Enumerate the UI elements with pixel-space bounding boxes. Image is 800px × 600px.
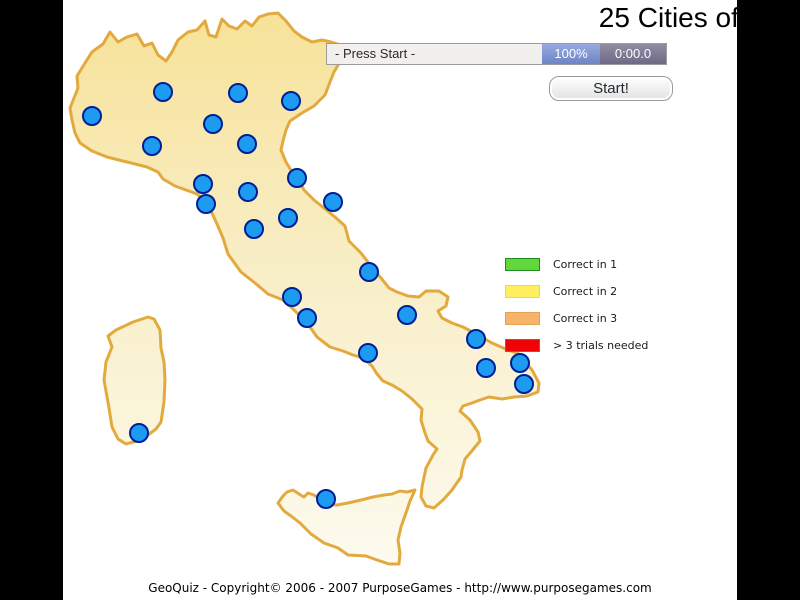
status-message: - Press Start - [335,46,416,61]
city-marker[interactable] [297,308,317,328]
sicily-outline [276,488,417,566]
city-marker[interactable] [510,353,530,373]
legend-item: > 3 trials needed [505,339,648,352]
city-marker[interactable] [476,358,496,378]
city-marker[interactable] [359,262,379,282]
legend-swatch-icon [505,339,540,352]
city-marker[interactable] [82,106,102,126]
city-marker[interactable] [282,287,302,307]
city-marker[interactable] [238,182,258,202]
legend: Correct in 1 Correct in 2 Correct in 3 > 3 … [505,258,648,366]
progress-badge: 100% [542,44,600,64]
city-marker[interactable] [287,168,307,188]
page-title: 25 Cities of Italy [598,2,798,33]
city-markers [82,82,534,509]
legend-item: Correct in 3 [505,312,648,325]
city-marker[interactable] [514,374,534,394]
city-marker[interactable] [196,194,216,214]
legend-item: Correct in 2 [505,285,648,298]
legend-label: Correct in 1 [553,258,618,271]
city-marker[interactable] [237,134,257,154]
city-marker[interactable] [281,91,301,111]
city-marker[interactable] [397,305,417,325]
timer-badge: 0:00.0 [600,44,666,64]
legend-item: Correct in 1 [505,258,648,271]
legend-swatch-icon [505,258,540,271]
city-marker[interactable] [316,489,336,509]
legend-swatch-icon [505,312,540,325]
city-marker[interactable] [278,208,298,228]
city-marker[interactable] [466,329,486,349]
city-marker[interactable] [228,83,248,103]
city-marker[interactable] [193,174,213,194]
footer-text: GeoQuiz - Copyright© 2006 - 2007 Purpose… [148,581,652,595]
city-marker[interactable] [153,82,173,102]
game-status-bar: - Press Start - 100% 0:00.0 [326,43,667,65]
city-marker[interactable] [244,219,264,239]
city-marker[interactable] [203,114,223,134]
city-marker[interactable] [323,192,343,212]
city-marker[interactable] [142,136,162,156]
legend-label: > 3 trials needed [553,339,649,352]
sardinia-outline [102,315,167,446]
legend-label: Correct in 3 [553,312,618,325]
legend-swatch-icon [505,285,540,298]
start-button[interactable]: Start! [549,76,673,101]
legend-label: Correct in 2 [553,285,618,298]
city-marker[interactable] [129,423,149,443]
city-marker[interactable] [358,343,378,363]
